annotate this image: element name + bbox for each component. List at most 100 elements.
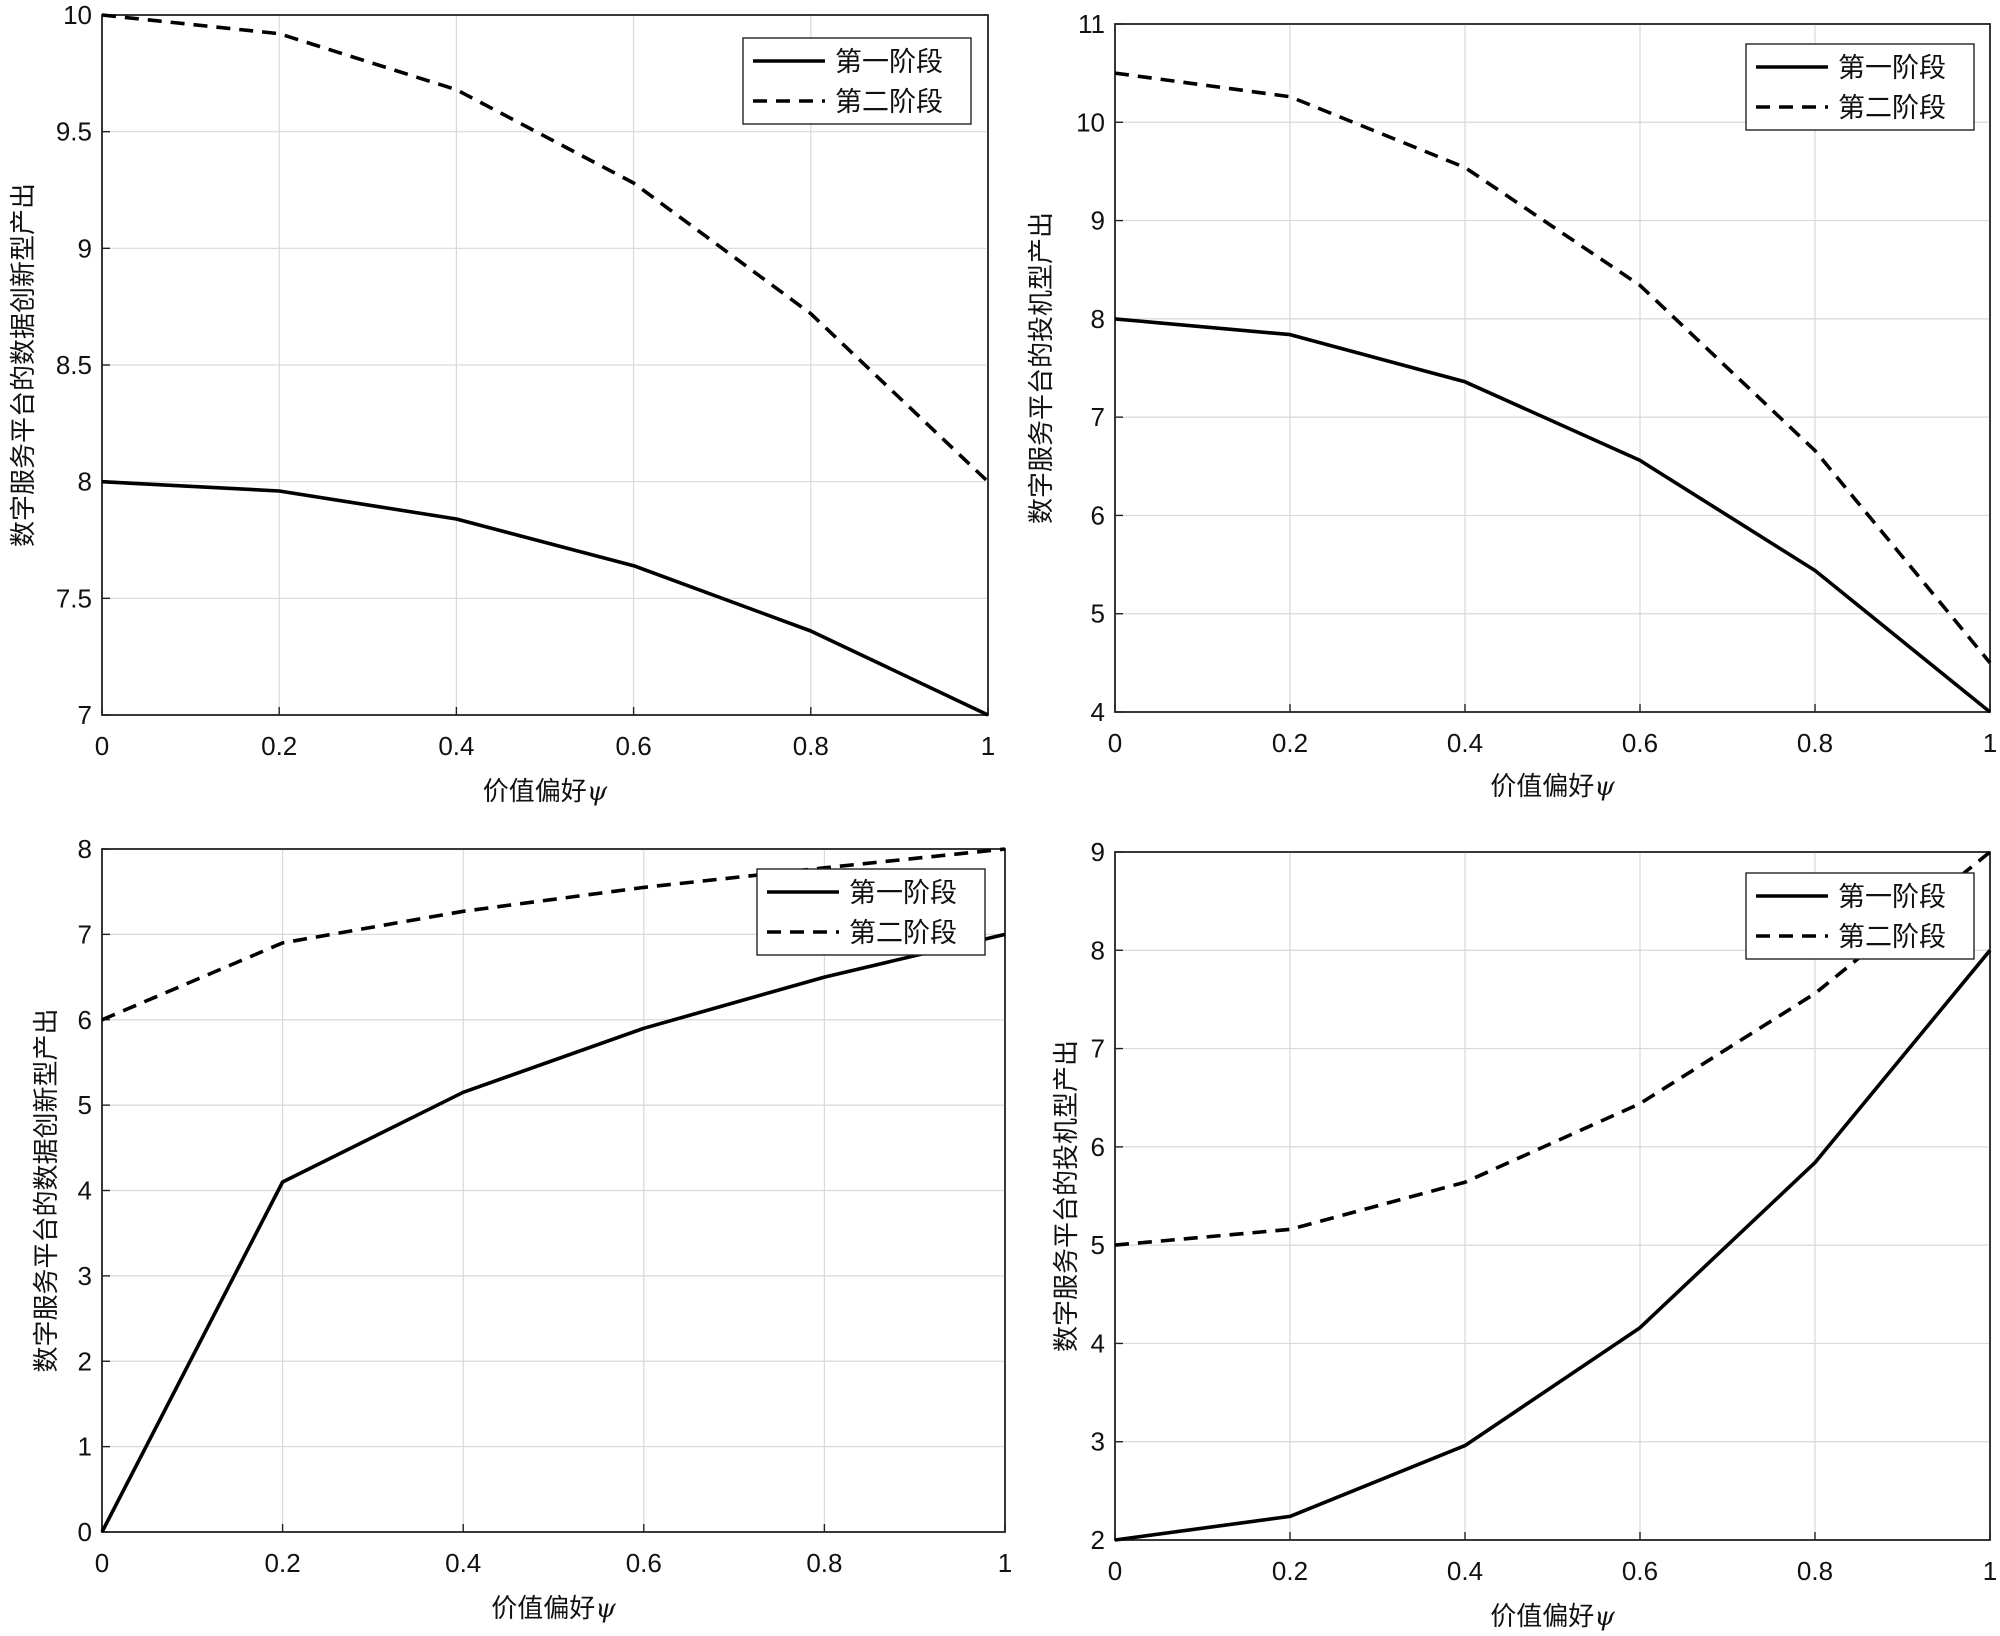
x-tick-label: 0.6 bbox=[616, 731, 652, 761]
x-axis-label-text: 价值偏好 bbox=[483, 777, 587, 807]
x-tick-label: 0.4 bbox=[445, 1548, 481, 1578]
y-tick-label: 4 bbox=[78, 1176, 92, 1206]
y-tick-label: 6 bbox=[78, 1005, 92, 1035]
y-tick-label: 11 bbox=[1078, 9, 1105, 39]
y-tick-label: 7 bbox=[1091, 402, 1105, 432]
x-axis-label-text: 价值偏好 bbox=[491, 1594, 595, 1624]
y-tick-label: 8.5 bbox=[56, 350, 92, 380]
x-tick-label: 0.2 bbox=[261, 731, 297, 761]
x-tick-label: 0.6 bbox=[1622, 1556, 1658, 1586]
x-tick-label: 0.6 bbox=[1622, 728, 1658, 758]
y-tick-label: 7 bbox=[78, 919, 92, 949]
chart-panel: 0 0.2 0.4 0.6 0.8 1 2 3 4 5 6 7 8 9 价值偏好ψ 数字服务平台的投机型产出 第… bbox=[1052, 837, 1997, 1632]
y-axis-label: 数字服务平台的投机型产出 bbox=[1027, 212, 1057, 524]
series-line-stage-one bbox=[1114, 949, 1992, 1542]
x-axis-label: 价值偏好ψ bbox=[491, 1594, 616, 1624]
y-tick-label: 4 bbox=[1091, 697, 1105, 727]
x-axis-label-text: 价值偏好 bbox=[1490, 1602, 1594, 1632]
y-tick-label: 0 bbox=[78, 1517, 92, 1547]
y-tick-label: 1 bbox=[78, 1432, 92, 1462]
chart-panel: 0 0.2 0.4 0.6 0.8 1 0 1 2 3 4 5 6 7 8 价值偏好ψ 数字服务平台的数据创新型… bbox=[32, 834, 1012, 1624]
series-line-stage-one bbox=[100, 932, 1006, 1533]
y-tick-label: 7.5 bbox=[56, 583, 92, 613]
x-axis-label-text: 价值偏好 bbox=[1490, 772, 1594, 802]
x-tick-label: 0 bbox=[1108, 1556, 1122, 1586]
legend-box bbox=[742, 37, 972, 125]
y-tick-label: 5 bbox=[1091, 1230, 1105, 1260]
series-line-stage-two bbox=[1114, 850, 1992, 1247]
series-line-stage-one bbox=[1114, 317, 1992, 714]
y-axis-label: 数字服务平台的投机型产出 bbox=[1052, 1040, 1082, 1352]
x-axis-label-symbol: ψ bbox=[595, 1594, 616, 1624]
x-axis-label: 价值偏好ψ bbox=[483, 777, 608, 807]
y-tick-label: 6 bbox=[1091, 1132, 1105, 1162]
x-tick-label: 1 bbox=[981, 731, 995, 761]
y-tick-label: 8 bbox=[78, 467, 92, 497]
series-line-stage-two bbox=[101, 13, 990, 484]
y-tick-label: 3 bbox=[1091, 1427, 1105, 1457]
y-tick-label: 6 bbox=[1091, 500, 1105, 530]
x-tick-label: 0.8 bbox=[1797, 1556, 1833, 1586]
legend-box bbox=[1745, 43, 1975, 131]
plot-frame bbox=[1114, 851, 1991, 1541]
x-tick-label: 0.4 bbox=[438, 731, 474, 761]
x-tick-label: 0.4 bbox=[1447, 728, 1483, 758]
y-tick-label: 10 bbox=[1076, 107, 1105, 137]
plot-area bbox=[1114, 23, 1991, 713]
y-tick-label: 5 bbox=[78, 1090, 92, 1120]
y-tick-label: 5 bbox=[1091, 599, 1105, 629]
y-axis-label: 数字服务平台的数据创新型产出 bbox=[32, 1008, 62, 1372]
y-tick-label: 9 bbox=[78, 233, 92, 263]
y-tick-label: 4 bbox=[1091, 1328, 1105, 1358]
series-line-stage-two bbox=[101, 847, 1006, 1022]
y-tick-label: 10 bbox=[63, 0, 92, 30]
x-tick-label: 0.4 bbox=[1447, 1556, 1483, 1586]
y-tick-label: 2 bbox=[78, 1346, 92, 1376]
legend-box bbox=[1745, 872, 1975, 960]
x-tick-label: 0.2 bbox=[265, 1548, 301, 1578]
legend-box bbox=[756, 868, 986, 956]
x-tick-label: 0.8 bbox=[806, 1548, 842, 1578]
legend-label: 第二阶段 bbox=[1838, 93, 1946, 124]
legend-label: 第一阶段 bbox=[1838, 53, 1946, 84]
y-tick-label: 7 bbox=[78, 700, 92, 730]
legend-label: 第二阶段 bbox=[849, 918, 957, 949]
legend-label: 第一阶段 bbox=[849, 878, 957, 909]
x-tick-label: 0 bbox=[1108, 728, 1122, 758]
y-tick-label: 8 bbox=[1091, 304, 1105, 334]
legend-label: 第一阶段 bbox=[1838, 882, 1946, 913]
x-axis-label-symbol: ψ bbox=[1594, 1602, 1615, 1632]
y-tick-label: 8 bbox=[78, 834, 92, 864]
x-tick-label: 1 bbox=[998, 1548, 1012, 1578]
x-tick-label: 1 bbox=[1983, 1556, 1997, 1586]
y-tick-label: 3 bbox=[78, 1261, 92, 1291]
legend-label: 第一阶段 bbox=[835, 47, 943, 78]
x-axis-label: 价值偏好ψ bbox=[1490, 772, 1615, 802]
series-line-stage-one bbox=[101, 479, 989, 717]
x-tick-label: 0.2 bbox=[1272, 1556, 1308, 1586]
x-tick-label: 0.2 bbox=[1272, 728, 1308, 758]
y-tick-label: 9 bbox=[1091, 206, 1105, 236]
y-tick-label: 9 bbox=[1091, 837, 1105, 867]
x-axis-label-symbol: ψ bbox=[587, 777, 608, 807]
x-tick-label: 1 bbox=[1983, 728, 1997, 758]
x-tick-label: 0.8 bbox=[1797, 728, 1833, 758]
legend-label: 第二阶段 bbox=[1838, 922, 1946, 953]
x-axis-label-symbol: ψ bbox=[1594, 772, 1615, 802]
y-tick-label: 8 bbox=[1091, 935, 1105, 965]
x-tick-label: 0.6 bbox=[626, 1548, 662, 1578]
y-tick-label: 2 bbox=[1091, 1525, 1105, 1555]
y-tick-label: 9.5 bbox=[56, 117, 92, 147]
plot-frame bbox=[1114, 23, 1991, 713]
x-axis-label: 价值偏好ψ bbox=[1490, 1602, 1615, 1632]
x-tick-label: 0.8 bbox=[793, 731, 829, 761]
chart-panel: 0 0.2 0.4 0.6 0.8 1 4 5 6 7 8 9 10 11 价值偏好ψ 数字服务平台的投机型产… bbox=[1027, 9, 1997, 802]
x-tick-label: 0 bbox=[95, 1548, 109, 1578]
chart-panel: 0 0.2 0.4 0.6 0.8 1 7 7.5 8 8.5 9 9.5 10 价值偏好ψ 数字服务平台的… bbox=[9, 0, 995, 807]
y-tick-label: 7 bbox=[1091, 1034, 1105, 1064]
